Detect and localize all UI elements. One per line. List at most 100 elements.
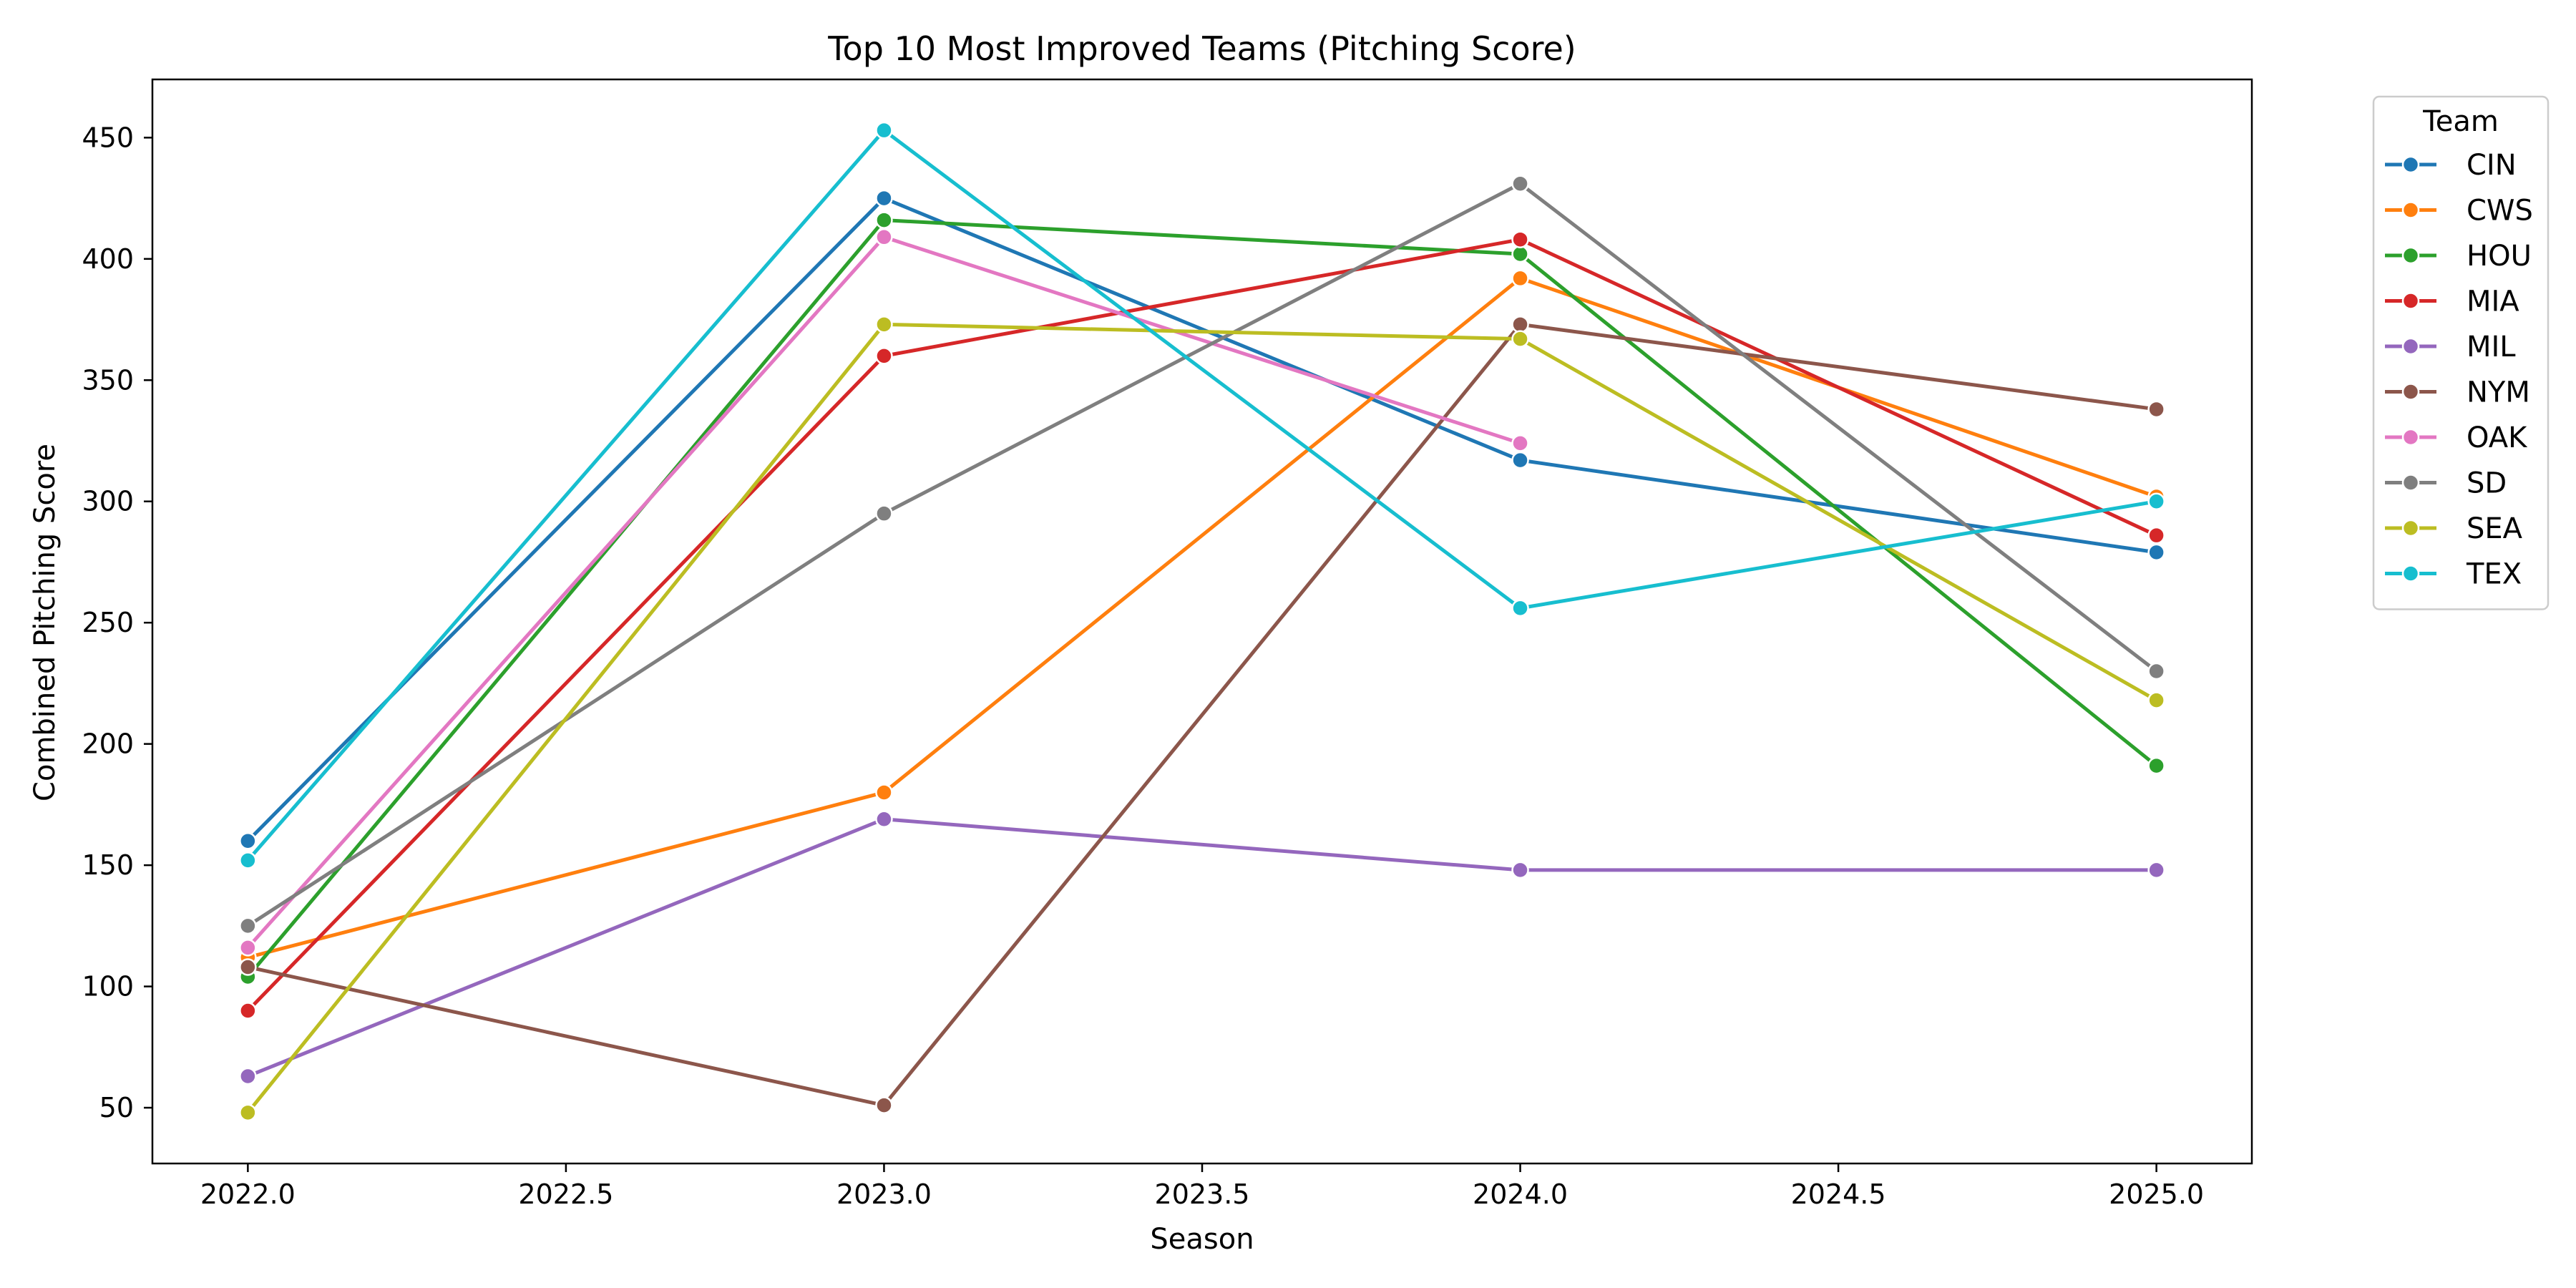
legend-item-hou: HOU bbox=[2385, 240, 2532, 273]
data-point-nym bbox=[239, 958, 257, 976]
series-line-mil bbox=[245, 817, 2159, 1078]
legend-title: Team bbox=[2422, 105, 2499, 138]
data-point-mia bbox=[239, 1002, 257, 1020]
legend-label: CIN bbox=[2467, 149, 2517, 182]
data-point-mil bbox=[239, 1067, 257, 1085]
legend-swatch-marker bbox=[2401, 519, 2420, 537]
chart-title: Top 10 Most Improved Teams (Pitching Sco… bbox=[827, 29, 1576, 68]
legend-swatch-marker bbox=[2401, 155, 2420, 174]
legend-label: TEX bbox=[2466, 558, 2522, 591]
data-point-nym bbox=[2147, 400, 2165, 419]
data-point-tex bbox=[239, 852, 257, 869]
legend: Team CIN CWS HOU MIA MIL NYM OAK SD SEA TEX bbox=[2372, 95, 2550, 610]
data-point-cin bbox=[239, 831, 257, 850]
data-point-oak bbox=[1511, 434, 1529, 452]
y-tick-label: 100 bbox=[82, 971, 134, 1002]
series-line-cin bbox=[245, 196, 2159, 843]
legend-item-sd: SD bbox=[2385, 467, 2507, 500]
legend-swatch-marker bbox=[2401, 383, 2420, 401]
data-point-cws bbox=[875, 784, 893, 801]
series-line-mia bbox=[245, 238, 2159, 1013]
data-point-mil bbox=[2147, 861, 2165, 879]
series-mil bbox=[239, 810, 2165, 1085]
y-tick-label: 200 bbox=[82, 728, 134, 760]
x-tick-label: 2022.0 bbox=[200, 1179, 296, 1210]
data-point-sd bbox=[239, 917, 257, 935]
legend-label: MIL bbox=[2467, 331, 2516, 364]
data-point-tex bbox=[2147, 492, 2165, 510]
data-point-oak bbox=[239, 939, 257, 957]
legend-label: SEA bbox=[2467, 512, 2523, 545]
data-point-cin bbox=[1511, 451, 1529, 469]
legend-label: MIA bbox=[2467, 286, 2519, 318]
data-point-cws bbox=[1511, 269, 1529, 288]
y-tick-label: 450 bbox=[82, 122, 134, 153]
data-point-hou bbox=[1511, 245, 1529, 263]
y-tick-label: 400 bbox=[82, 243, 134, 275]
legend-item-mia: MIA bbox=[2385, 286, 2519, 318]
data-point-sea bbox=[239, 1103, 257, 1122]
data-point-sd bbox=[1511, 175, 1529, 192]
x-tick-label: 2024.0 bbox=[1473, 1179, 1568, 1210]
legend-swatch-marker bbox=[2401, 201, 2420, 219]
series-oak bbox=[239, 228, 1529, 957]
x-axis: 2022.0 2022.5 2023.0 2023.5 2024.0 2024.5 2025… bbox=[200, 1163, 2204, 1210]
y-tick-label: 250 bbox=[82, 607, 134, 638]
series-cin bbox=[239, 189, 2165, 850]
y-tick-label: 150 bbox=[82, 849, 134, 881]
legend-swatch-marker bbox=[2401, 337, 2420, 356]
legend-label: CWS bbox=[2467, 195, 2533, 228]
legend-label: OAK bbox=[2467, 421, 2528, 454]
legend-swatch-marker bbox=[2401, 246, 2420, 265]
series-mia bbox=[239, 230, 2165, 1020]
series-line-tex bbox=[245, 128, 2159, 862]
legend-item-tex: TEX bbox=[2385, 558, 2522, 591]
x-tick-label: 2025.0 bbox=[2109, 1179, 2204, 1210]
series-sea bbox=[239, 316, 2165, 1122]
legend-item-mil: MIL bbox=[2385, 331, 2516, 364]
data-point-sea bbox=[875, 316, 893, 333]
data-point-hou bbox=[2147, 756, 2165, 775]
data-point-sd bbox=[2147, 662, 2165, 680]
series-hou bbox=[239, 211, 2165, 986]
legend-item-sea: SEA bbox=[2385, 512, 2523, 545]
series-tex bbox=[239, 121, 2165, 869]
legend-swatch-marker bbox=[2401, 292, 2420, 310]
legend-item-cin: CIN bbox=[2385, 149, 2517, 182]
data-point-mia bbox=[875, 347, 893, 365]
data-point-cin bbox=[875, 189, 893, 208]
data-point-nym bbox=[1511, 316, 1529, 333]
legend-items: CIN CWS HOU MIA MIL NYM OAK SD SEA TEX bbox=[2385, 149, 2533, 591]
y-axis-label: Combined Pitching Score bbox=[29, 444, 62, 801]
series-line-sd bbox=[245, 182, 2159, 928]
legend-item-cws: CWS bbox=[2385, 195, 2533, 228]
data-point-mia bbox=[2147, 526, 2165, 545]
data-point-mia bbox=[1511, 230, 1529, 248]
series-line-cws bbox=[245, 276, 2159, 960]
series-line-oak bbox=[245, 235, 1523, 950]
legend-label: NYM bbox=[2467, 376, 2530, 409]
x-axis-label: Season bbox=[1150, 1223, 1254, 1256]
data-point-tex bbox=[875, 121, 893, 140]
data-point-sea bbox=[1511, 330, 1529, 348]
legend-label: SD bbox=[2467, 467, 2507, 500]
y-tick-label: 300 bbox=[82, 486, 134, 517]
y-tick-label: 50 bbox=[99, 1092, 134, 1123]
plot-area bbox=[239, 121, 2165, 1122]
legend-item-nym: NYM bbox=[2385, 376, 2530, 409]
data-point-sd bbox=[875, 504, 893, 522]
data-point-hou bbox=[875, 211, 893, 229]
series-cws bbox=[239, 269, 2165, 967]
legend-swatch-marker bbox=[2401, 428, 2420, 447]
y-tick-label: 350 bbox=[82, 364, 134, 396]
series-line-nym bbox=[245, 322, 2159, 1108]
series-nym bbox=[239, 316, 2165, 1114]
data-point-nym bbox=[875, 1096, 893, 1114]
x-tick-label: 2024.5 bbox=[1791, 1179, 1886, 1210]
legend-swatch-marker bbox=[2401, 474, 2420, 492]
legend-swatch-marker bbox=[2401, 565, 2420, 582]
legend-item-oak: OAK bbox=[2385, 421, 2528, 454]
data-point-sea bbox=[2147, 691, 2165, 709]
